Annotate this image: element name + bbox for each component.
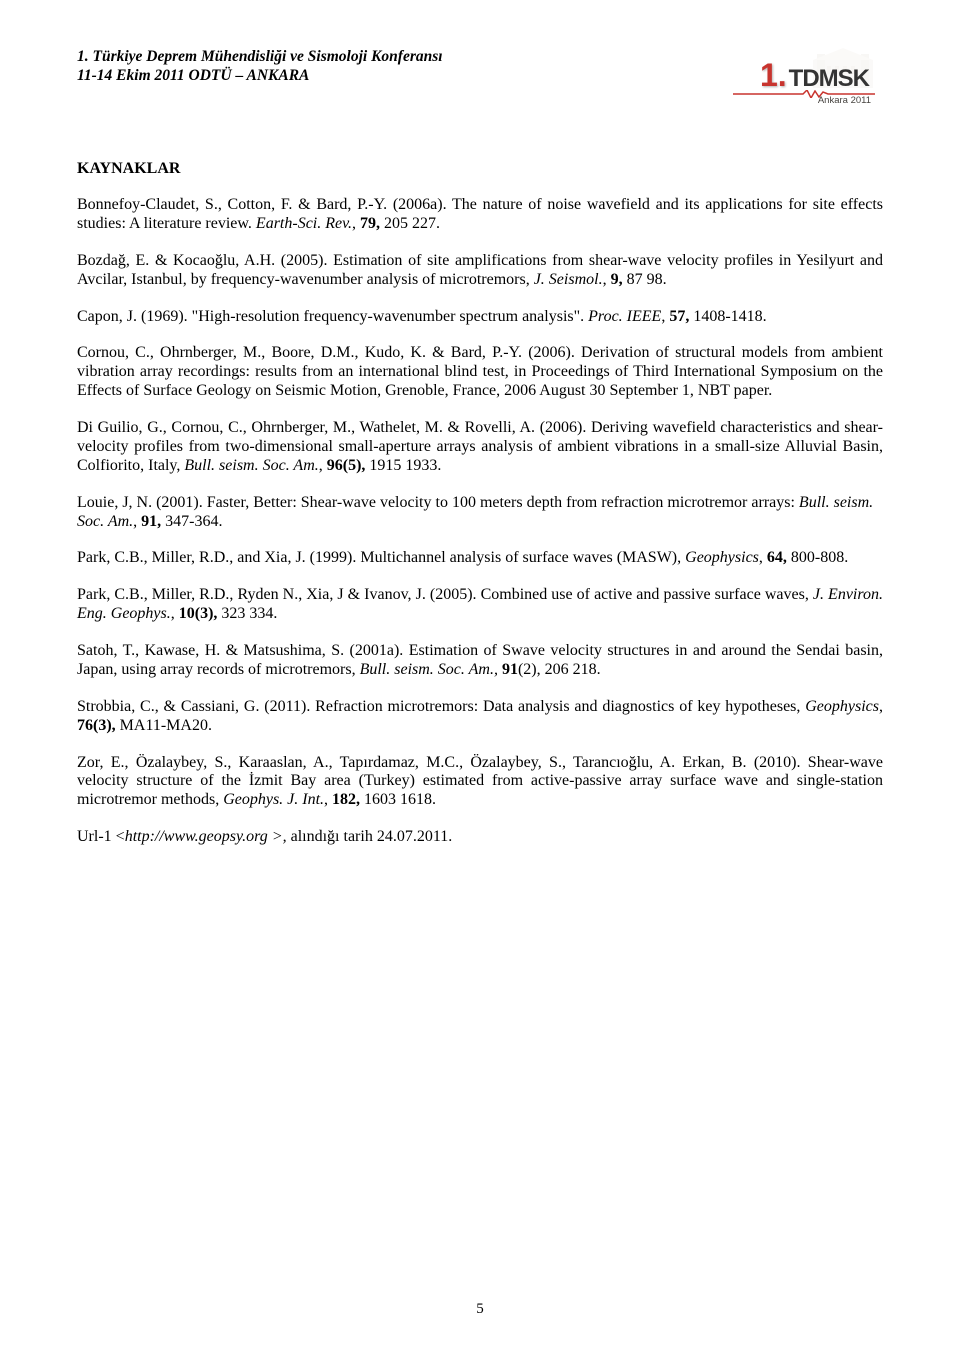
reference-text-part: Capon, J. (1969). "High-resolution frequ… bbox=[77, 308, 588, 325]
reference-text-part: Url-1 < bbox=[77, 828, 125, 845]
reference-text-part: Louie, J, N. (2001). Faster, Better: She… bbox=[77, 494, 799, 511]
reference-text-part: 76(3), bbox=[77, 717, 116, 734]
reference-text-part: 347-364. bbox=[161, 513, 222, 530]
section-title: KAYNAKLAR bbox=[77, 160, 883, 178]
reference-item: Cornou, C., Ohrnberger, M., Boore, D.M.,… bbox=[77, 344, 883, 401]
header-title: 1. Türkiye Deprem Mühendisliği ve Sismol… bbox=[77, 48, 443, 85]
reference-text-part: Proc. IEEE bbox=[588, 308, 661, 325]
reference-text-part: 205 227. bbox=[380, 215, 440, 232]
page-number: 5 bbox=[476, 1301, 484, 1318]
page-header: 1. Türkiye Deprem Mühendisliği ve Sismol… bbox=[77, 48, 883, 116]
logo-number: 1. bbox=[760, 57, 787, 94]
reference-item: Park, C.B., Miller, R.D., and Xia, J. (1… bbox=[77, 549, 883, 568]
header-line-2: 11-14 Ekim 2011 ODTÜ – ANKARA bbox=[77, 67, 443, 86]
reference-text-part: Geophysics bbox=[685, 549, 759, 566]
reference-text-part: 64, bbox=[767, 549, 787, 566]
reference-text-part: , bbox=[759, 549, 767, 566]
reference-text-part: , bbox=[319, 457, 327, 474]
reference-text-part: 79, bbox=[360, 215, 380, 232]
conference-logo: 1. TDMSK Ankara 2011 bbox=[723, 48, 883, 116]
reference-text-part: (2), 206 218. bbox=[518, 661, 601, 678]
reference-text-part: , bbox=[171, 605, 179, 622]
reference-item: Park, C.B., Miller, R.D., Ryden N., Xia,… bbox=[77, 586, 883, 624]
reference-text-part: Bonnefoy-Claudet, S., Cotton, F. & Bard,… bbox=[77, 196, 883, 232]
reference-text-part: , bbox=[133, 513, 141, 530]
reference-text-part: , bbox=[879, 698, 883, 715]
reference-text-part: >, bbox=[272, 828, 291, 845]
reference-item: Zor, E., Özalaybey, S., Karaaslan, A., T… bbox=[77, 754, 883, 811]
reference-text-part: 10(3), bbox=[179, 605, 218, 622]
reference-text-part: , bbox=[352, 215, 360, 232]
logo-text-group: 1. TDMSK bbox=[760, 57, 869, 94]
reference-text-part: 91 bbox=[502, 661, 518, 678]
reference-text-part: , bbox=[603, 271, 611, 288]
reference-text-part: 91, bbox=[141, 513, 161, 530]
reference-text-part: Geophysics bbox=[805, 698, 879, 715]
reference-text-part: 1915 1933. bbox=[365, 457, 441, 474]
reference-text-part: 57, bbox=[669, 308, 689, 325]
reference-item: Louie, J, N. (2001). Faster, Better: She… bbox=[77, 494, 883, 532]
reference-item: Di Guilio, G., Cornou, C., Ohrnberger, M… bbox=[77, 419, 883, 476]
reference-item: Capon, J. (1969). "High-resolution frequ… bbox=[77, 308, 883, 327]
reference-text-part: 1408-1418. bbox=[689, 308, 766, 325]
reference-text-part: Zor, E., Özalaybey, S., Karaaslan, A., T… bbox=[77, 754, 883, 809]
reference-text-part: Bozdağ, E. & Kocaoğlu, A.H. (2005). Esti… bbox=[77, 252, 883, 288]
reference-item: Strobbia, C., & Cassiani, G. (2011). Ref… bbox=[77, 698, 883, 736]
reference-text-part: Strobbia, C., & Cassiani, G. (2011). Ref… bbox=[77, 698, 805, 715]
reference-text-part: Bull. seism. Soc. Am., bbox=[360, 661, 498, 678]
reference-item: Bonnefoy-Claudet, S., Cotton, F. & Bard,… bbox=[77, 196, 883, 234]
header-line-1: 1. Türkiye Deprem Mühendisliği ve Sismol… bbox=[77, 48, 443, 67]
reference-item: Satoh, T., Kawase, H. & Matsushima, S. (… bbox=[77, 642, 883, 680]
logo-subtitle: Ankara 2011 bbox=[818, 95, 871, 106]
reference-text-part: 800-808. bbox=[787, 549, 848, 566]
reference-item: Bozdağ, E. & Kocaoğlu, A.H. (2005). Esti… bbox=[77, 252, 883, 290]
logo-acronym: TDMSK bbox=[789, 65, 869, 93]
reference-text-part: 323 334. bbox=[217, 605, 277, 622]
reference-text-part: Geophys. J. Int. bbox=[223, 791, 324, 808]
reference-text-part: Park, C.B., Miller, R.D., Ryden N., Xia,… bbox=[77, 586, 813, 603]
reference-text-part: J. Seismol. bbox=[534, 271, 603, 288]
reference-text-part: Bull. seism. Soc. Am. bbox=[184, 457, 318, 474]
reference-text-part: http://www.geopsy.org bbox=[125, 828, 272, 845]
reference-text-part: MA11-MA20. bbox=[116, 717, 212, 734]
reference-text-part: 9, bbox=[611, 271, 623, 288]
reference-text-part: , bbox=[324, 791, 332, 808]
references-list: Bonnefoy-Claudet, S., Cotton, F. & Bard,… bbox=[77, 196, 883, 847]
reference-text-part: alındığı tarih 24.07.2011. bbox=[291, 828, 453, 845]
reference-text-part: 1603 1618. bbox=[360, 791, 436, 808]
reference-text-part: 96(5), bbox=[327, 457, 366, 474]
reference-item: Url-1 <http://www.geopsy.org >, alındığı… bbox=[77, 828, 883, 847]
reference-text-part: Earth-Sci. Rev. bbox=[256, 215, 352, 232]
reference-text-part: 182, bbox=[332, 791, 360, 808]
reference-text-part: Park, C.B., Miller, R.D., and Xia, J. (1… bbox=[77, 549, 685, 566]
reference-text-part: Cornou, C., Ohrnberger, M., Boore, D.M.,… bbox=[77, 344, 883, 399]
reference-text-part: 87 98. bbox=[623, 271, 667, 288]
